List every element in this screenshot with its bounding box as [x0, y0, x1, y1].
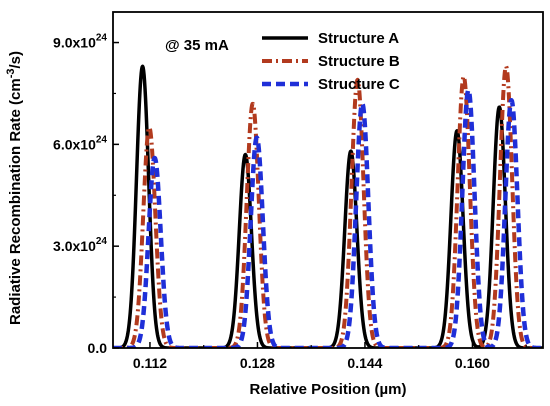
y-axis-label: Radiative Recombination Rate (cm-3/s)	[5, 51, 24, 325]
y-axis-label-tail: /s)	[7, 51, 24, 69]
series-line	[113, 87, 543, 348]
series-line	[113, 64, 543, 348]
series-layer	[113, 64, 543, 348]
legend-label: Structure B	[318, 53, 400, 70]
annotation-current: @ 35 mA	[165, 37, 229, 54]
y-axis-label-exponent: -3	[5, 69, 17, 79]
y-axis-label-main: Radiative Recombination Rate (cm	[7, 78, 24, 325]
y-axis: 0.0 3.0x1024 6.0x1024 9.0x1024	[53, 33, 119, 356]
plot-frame	[112, 11, 544, 349]
legend-item-2: Structure B	[262, 53, 400, 70]
x-tick-label: 0.144	[347, 355, 382, 371]
y-tick-label: 3.0x1024	[53, 236, 107, 254]
y-tick-label: 9.0x1024	[53, 33, 107, 51]
legend-label: Structure A	[318, 30, 399, 47]
series-3	[113, 87, 543, 348]
legend: Structure A Structure B Structure C	[262, 30, 400, 93]
x-axis: 0.112 0.128 0.144 0.160	[133, 342, 527, 371]
x-tick-label: 0.112	[133, 355, 167, 371]
plot-area	[112, 11, 544, 349]
x-tick-label: 0.160	[455, 355, 490, 371]
x-axis-label: Relative Position (µm)	[249, 381, 406, 398]
series-2	[113, 64, 543, 348]
y-tick-label: 0.0	[88, 340, 108, 356]
x-tick-label: 0.128	[240, 355, 275, 371]
y-tick-label: 6.0x1024	[53, 134, 107, 152]
legend-item-1: Structure A	[262, 30, 399, 47]
legend-item-3: Structure C	[262, 76, 400, 93]
legend-label: Structure C	[318, 76, 400, 93]
